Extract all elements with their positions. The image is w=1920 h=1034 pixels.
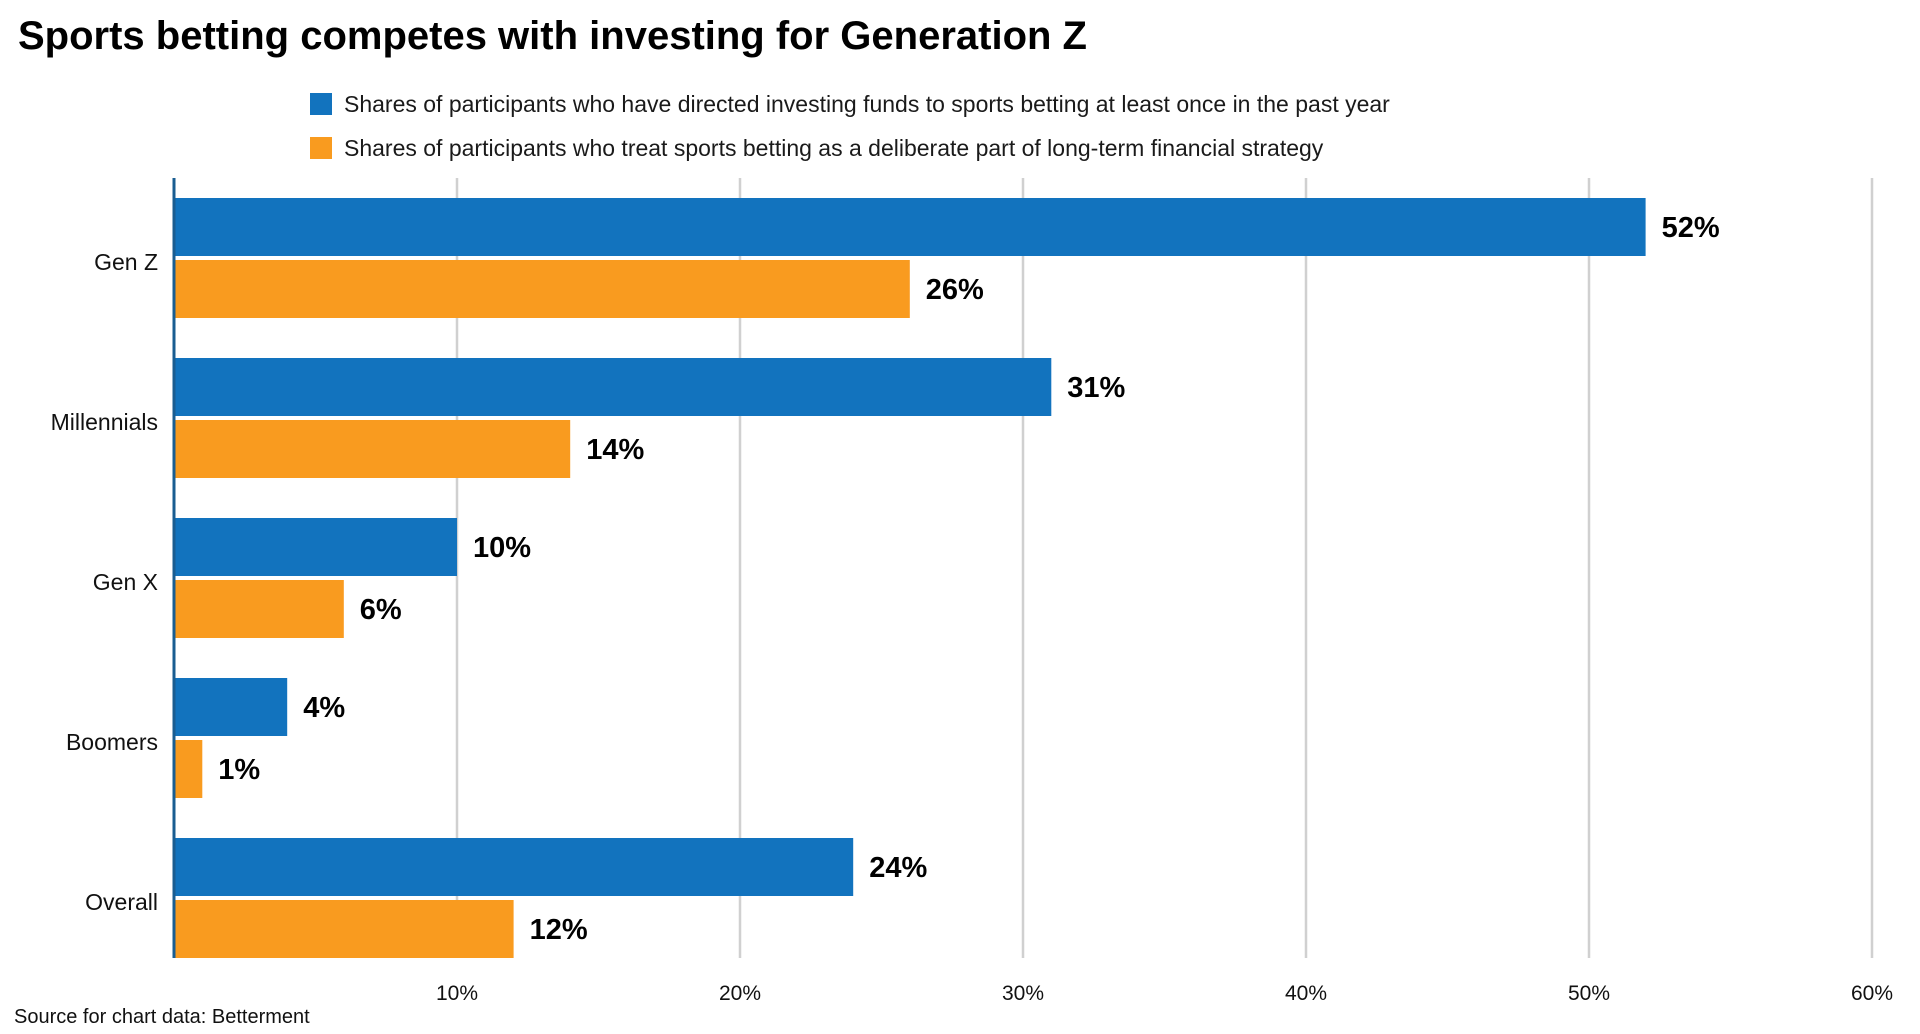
data-label: 26%: [926, 274, 984, 306]
bar: [174, 580, 344, 638]
x-tick-label: 50%: [1568, 982, 1610, 1005]
bar: [174, 518, 457, 576]
bar: [174, 198, 1646, 256]
category-label: Overall: [85, 889, 158, 915]
x-tick-label: 20%: [719, 982, 761, 1005]
legend-item-series-2: Shares of participants who treat sports …: [310, 126, 1390, 170]
data-label: 4%: [303, 692, 345, 724]
source-note: Source for chart data: Betterment: [14, 1006, 310, 1028]
category-label: Gen X: [93, 569, 158, 595]
category-label: Gen Z: [94, 249, 158, 275]
category-label: Millennials: [51, 409, 158, 435]
x-tick-label: 30%: [1002, 982, 1044, 1005]
legend: Shares of participants who have directed…: [310, 82, 1390, 170]
legend-swatch-orange: [310, 137, 332, 159]
data-label: 31%: [1067, 372, 1125, 404]
legend-swatch-blue: [310, 93, 332, 115]
bar: [174, 358, 1052, 416]
x-tick-label: 40%: [1285, 982, 1327, 1005]
data-label: 1%: [218, 754, 260, 786]
data-label: 52%: [1662, 212, 1720, 244]
x-tick-label: 10%: [436, 982, 478, 1005]
legend-label-series-1: Shares of participants who have directed…: [344, 90, 1390, 117]
bar: [174, 678, 288, 736]
data-label: 24%: [869, 852, 927, 884]
data-label: 12%: [530, 914, 588, 946]
data-label: 6%: [360, 594, 402, 626]
bar: [174, 740, 203, 798]
bar: [174, 260, 910, 318]
bar: [174, 838, 854, 896]
data-label: 10%: [473, 532, 531, 564]
chart-title: Sports betting competes with investing f…: [18, 14, 1087, 58]
bar: [174, 420, 571, 478]
legend-label-series-2: Shares of participants who treat sports …: [344, 134, 1324, 161]
category-label: Boomers: [66, 729, 158, 755]
bar: [174, 900, 514, 958]
data-label: 14%: [586, 434, 644, 466]
x-tick-label: 60%: [1851, 982, 1893, 1005]
legend-item-series-1: Shares of participants who have directed…: [310, 82, 1390, 126]
